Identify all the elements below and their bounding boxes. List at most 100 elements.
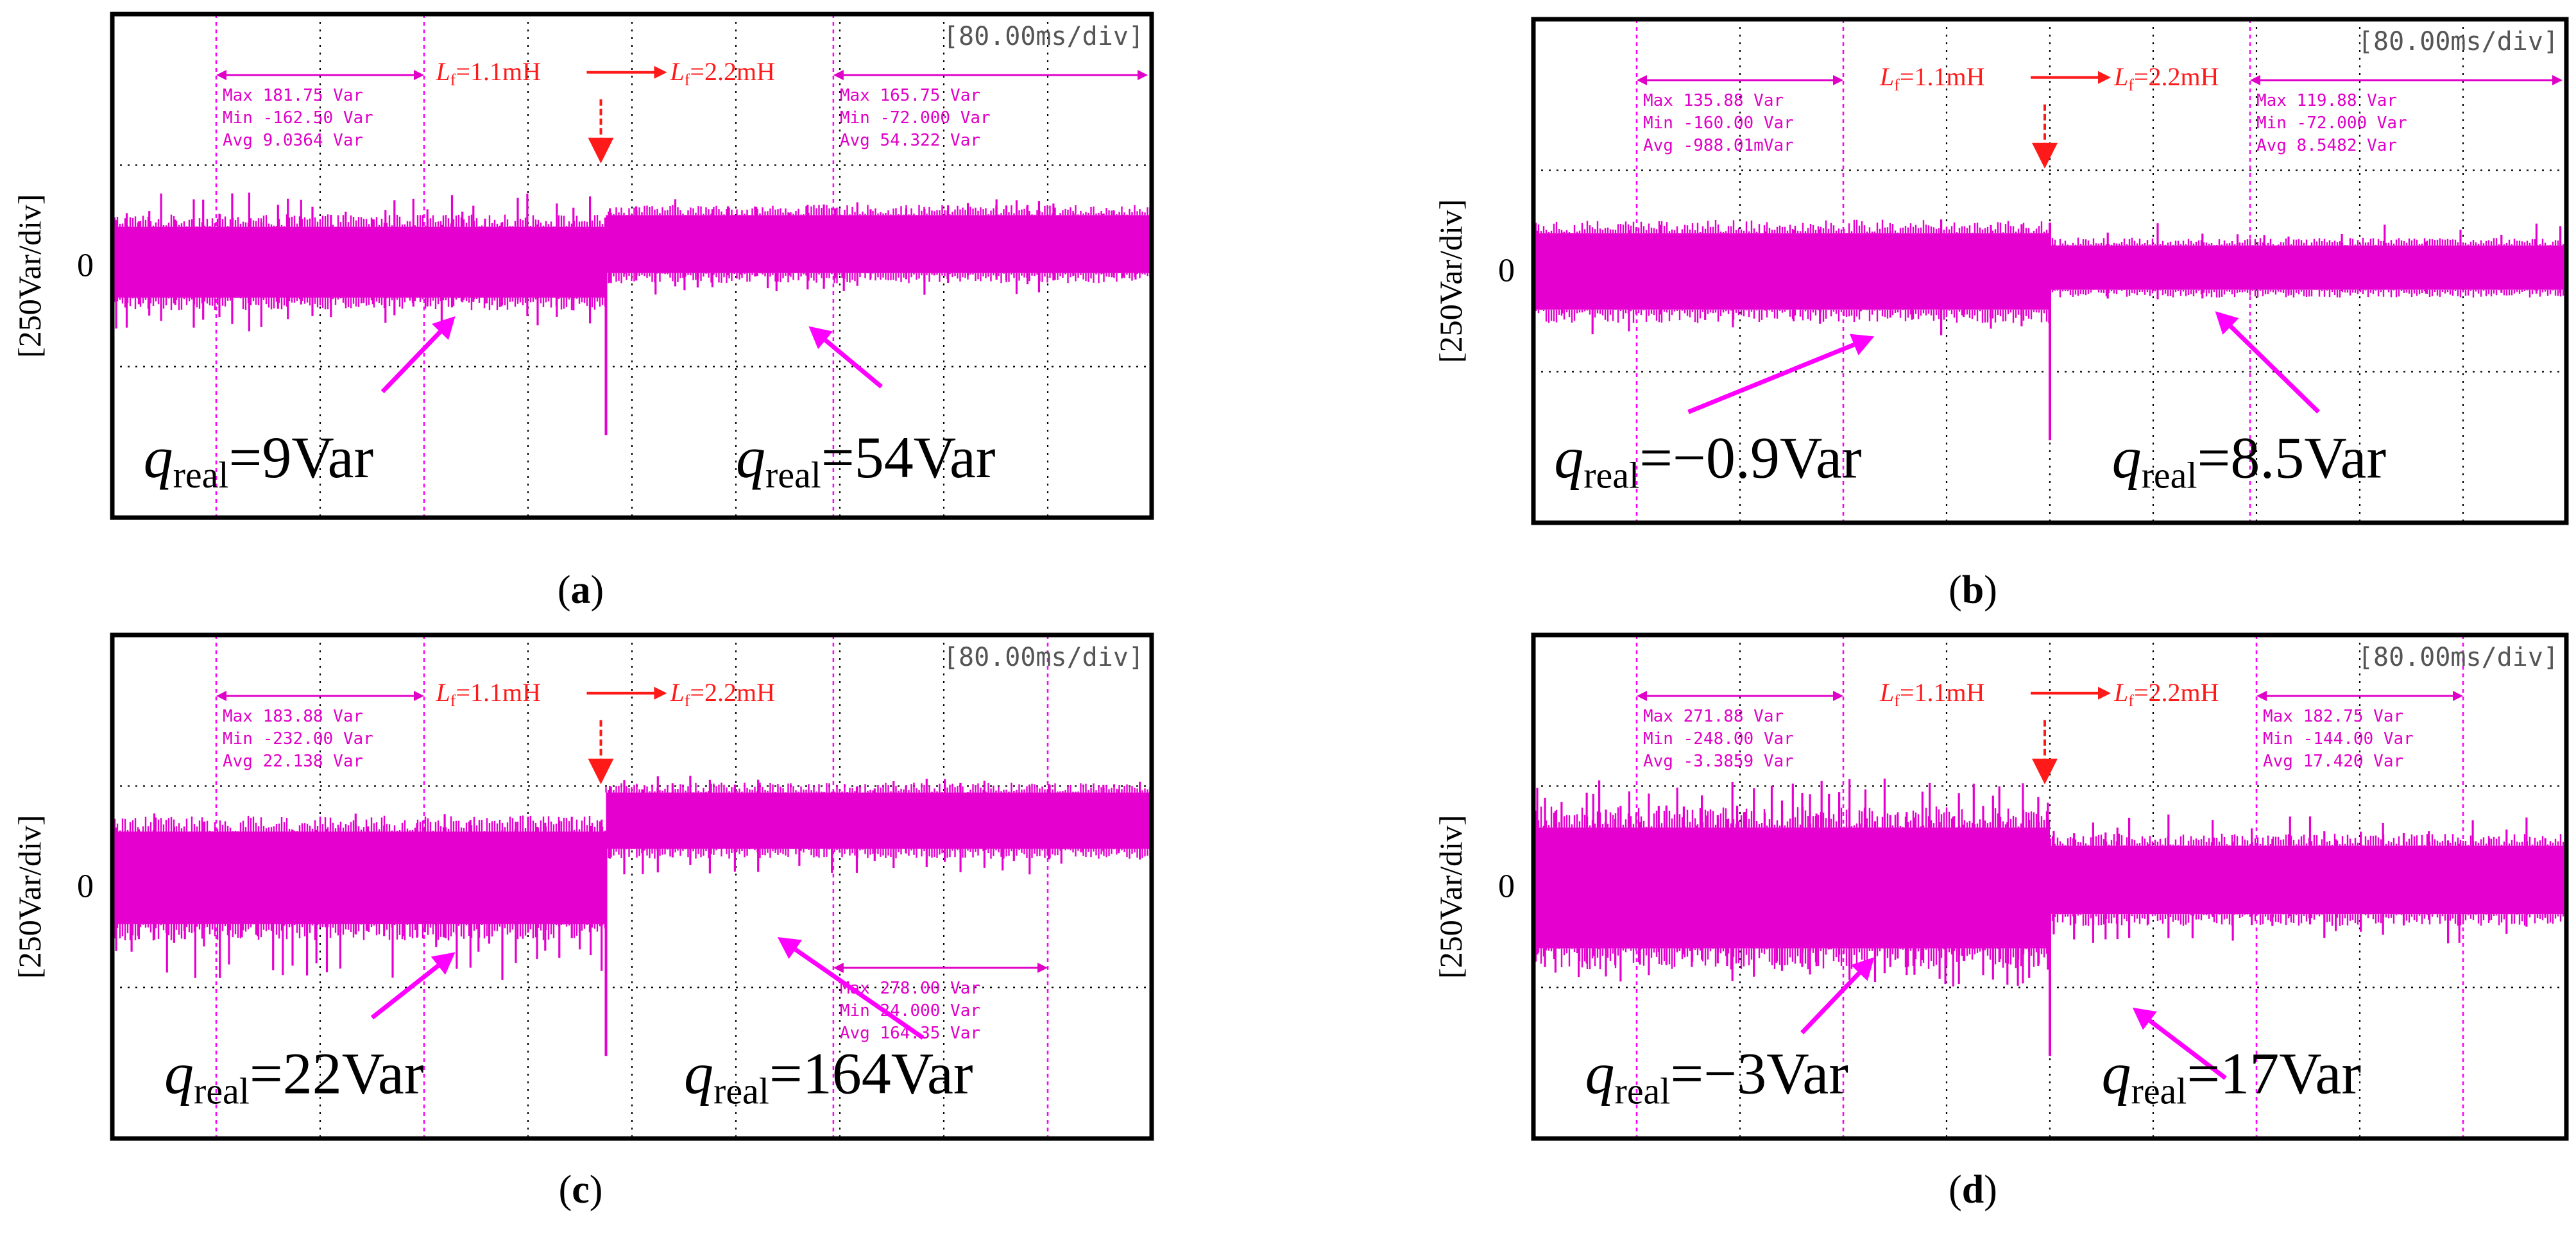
timebase-label: [80.00ms/div] <box>2358 27 2559 56</box>
event-text-before: Lf=1.1mH <box>1879 678 1984 710</box>
stats-line: Avg 54.322 Var <box>840 131 980 150</box>
y-zero-label: 0 <box>77 868 94 905</box>
inductance-step-label: Lf=1.1mH Lf=2.2mH <box>436 678 775 784</box>
annotation-arrow-head <box>431 952 456 975</box>
qreal-annotation-2: qreal=164Var <box>684 937 973 1112</box>
qreal-label: qreal=8.5Var <box>2112 425 2387 496</box>
panel-a: Max 181.75 Var Min -162.50 Var Avg 9.0364 … <box>12 12 1154 612</box>
arrow-head-left <box>833 69 844 80</box>
arrow-head-right <box>1833 690 1843 701</box>
trace-band <box>2050 845 2566 915</box>
arrow-head-left <box>2256 690 2267 701</box>
stats-readout-1: Max 181.75 Var Min -162.50 Var Avg 9.0364 … <box>216 69 424 150</box>
arrow-head-left <box>1637 690 1647 701</box>
event-text-after: Lf=2.2mH <box>2113 678 2219 710</box>
waveform <box>1533 219 2566 441</box>
arrow-head-left <box>216 69 226 80</box>
annotation-arrow <box>824 338 883 389</box>
stats-line: Avg 8.5482 Var <box>2256 136 2397 155</box>
event-text-before: Lf=1.1mH <box>1879 62 1984 94</box>
annotation-arrow <box>370 963 440 1020</box>
trace-spikes <box>609 199 1152 295</box>
event-text-after: Lf=2.2mH <box>2113 62 2219 94</box>
stats-line: Min -232.00 Var <box>223 729 373 749</box>
panel-caption: (a) <box>558 568 604 612</box>
panel-c: Max 183.88 Var Min -232.00 Var Avg 22.138 … <box>12 632 1154 1212</box>
stats-line: Min 24.000 Var <box>840 1001 980 1020</box>
event-arrow-head <box>654 686 667 700</box>
trace-band <box>606 215 1152 273</box>
annotation-arrow-head <box>1850 957 1875 981</box>
trace-spikes <box>1536 219 2051 335</box>
stats-line: Avg 22.138 Var <box>223 752 363 771</box>
timebase-label: [80.00ms/div] <box>943 643 1144 672</box>
timebase-label: [80.00ms/div] <box>943 22 1144 51</box>
timebase-label: [80.00ms/div] <box>2358 643 2559 672</box>
trace-band <box>1533 233 2050 310</box>
annotation-arrow <box>2229 325 2321 414</box>
event-text-after: Lf=2.2mH <box>670 678 775 710</box>
y-axis-label: [250Var/div] <box>1433 199 1469 363</box>
arrow-head-left <box>833 962 844 973</box>
trace-spikes <box>1536 778 2049 986</box>
y-zero-label: 0 <box>1498 253 1515 289</box>
stats-readout-2: Max 165.75 Var Min -72.000 Var Avg 54.322 … <box>833 69 1148 150</box>
arrow-head-right <box>1138 69 1148 80</box>
arrow-head-right <box>1833 74 1843 85</box>
stats-line: Avg 17.420 Var <box>2263 752 2403 771</box>
inductance-step-label: Lf=1.1mH Lf=2.2mH <box>1879 62 2219 169</box>
annotation-arrow-head <box>2215 311 2239 335</box>
arrow-head-left <box>216 690 226 701</box>
panel-caption: (b) <box>1949 568 1997 612</box>
waveform <box>112 192 1152 436</box>
trace-spikes <box>2052 814 2566 944</box>
annotation-arrow <box>1800 971 1861 1035</box>
qreal-label: qreal=164Var <box>684 1040 973 1112</box>
arrow-head-right <box>414 690 424 701</box>
qreal-annotation-1: qreal=22Var <box>164 952 456 1112</box>
qreal-annotation-2: qreal=17Var <box>2102 1007 2362 1112</box>
annotation-arrow <box>794 947 925 1040</box>
trace-band <box>2050 245 2566 290</box>
event-arrow-head <box>2098 71 2111 84</box>
event-arrow-head <box>2098 686 2111 700</box>
stats-line: Min -160.00 Var <box>1643 114 1794 133</box>
scope-frame <box>110 12 1154 520</box>
stats-line: Max 271.88 Var <box>1643 707 1784 726</box>
qreal-label: qreal=22Var <box>164 1040 424 1112</box>
stats-line: Avg -3.3859 Var <box>1643 752 1794 771</box>
stats-line: Avg -988.01mVar <box>1643 136 1794 155</box>
trace-spikes <box>609 775 1141 875</box>
stats-readout-1: Max 271.88 Var Min -248.00 Var Avg -3.3859… <box>1637 690 1843 771</box>
stats-line: Max 165.75 Var <box>840 86 980 105</box>
event-down-arrow-head <box>588 758 614 784</box>
arrow-head-left <box>2249 74 2260 85</box>
qreal-annotation-1: qreal=−0.9Var <box>1554 334 1875 496</box>
stats-readout-2: Max 119.88 Var Min -72.000 Var Avg 8.5482 … <box>2249 74 2563 155</box>
inductance-step-label: Lf=1.1mH Lf=2.2mH <box>1879 678 2219 784</box>
panel-caption: (c) <box>559 1168 603 1212</box>
qreal-label: qreal=17Var <box>2102 1040 2362 1112</box>
y-zero-label: 0 <box>1498 868 1515 905</box>
annotation-arrow-head <box>808 326 833 350</box>
arrow-head-right <box>1037 962 1048 973</box>
qreal-annotation-1: qreal=9Var <box>144 316 456 496</box>
qreal-label: qreal=−3Var <box>1585 1040 1848 1112</box>
annotation-arrow <box>1687 343 1855 414</box>
y-axis-label: [250Var/div] <box>12 815 47 979</box>
stats-readout-1: Max 135.88 Var Min -160.00 Var Avg -988.01… <box>1637 74 1843 155</box>
annotation-arrow <box>380 330 442 394</box>
stats-readout-1: Max 183.88 Var Min -232.00 Var Avg 22.138 … <box>216 690 424 771</box>
stats-line: Max 183.88 Var <box>223 707 363 726</box>
y-axis-label: [250Var/div] <box>12 194 47 358</box>
scope-frame <box>1531 632 2569 1141</box>
trace-spikes <box>115 192 592 332</box>
y-axis-label: [250Var/div] <box>1433 815 1469 979</box>
event-text-before: Lf=1.1mH <box>436 678 541 710</box>
trace-spikes <box>2052 223 2562 300</box>
annotation-arrow-head <box>777 937 803 960</box>
event-text-after: Lf=2.2mH <box>670 57 775 89</box>
stats-line: Min -72.000 Var <box>2256 114 2407 133</box>
waveform <box>112 775 1152 1056</box>
panel-caption: (d) <box>1949 1168 1997 1212</box>
